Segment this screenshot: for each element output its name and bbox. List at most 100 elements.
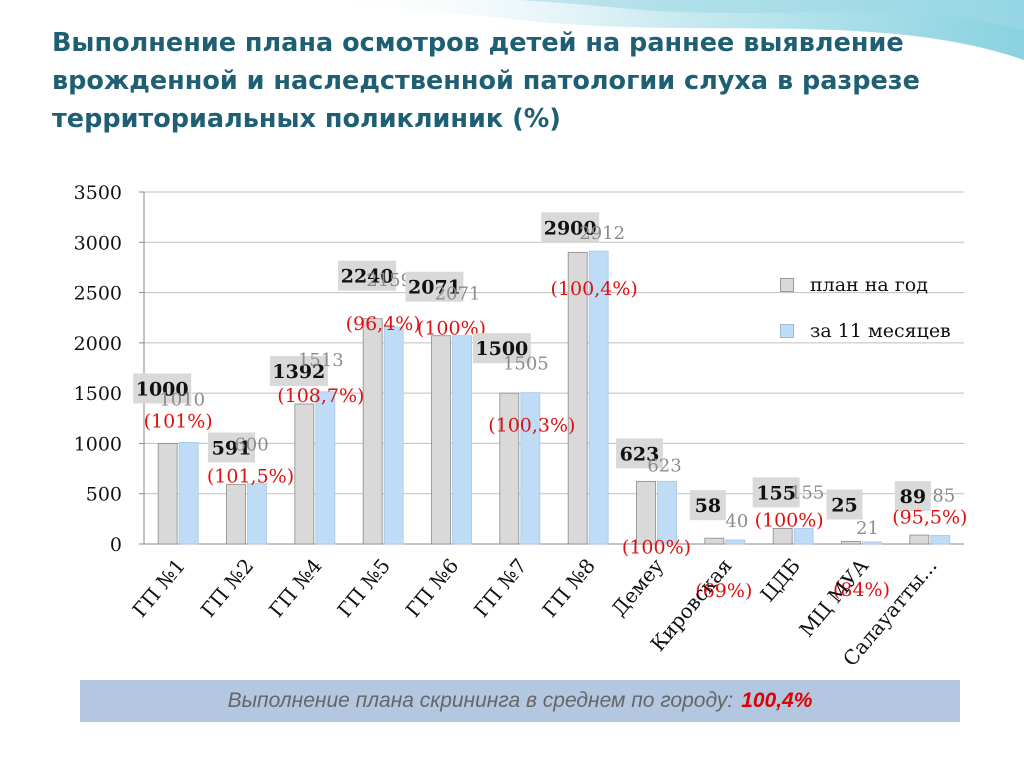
x-tick-label: Демеу — [607, 554, 669, 621]
bar-plan — [362, 318, 383, 545]
legend-label-fact: за 11 месяцев — [810, 320, 951, 342]
fact-value-label: 623 — [647, 455, 681, 476]
percent-label: (95,5%) — [892, 506, 967, 528]
bar-plan — [294, 403, 315, 545]
bar-plan — [772, 528, 793, 545]
fact-value-label: 1513 — [298, 350, 344, 371]
legend-label-plan: план на год — [810, 274, 928, 296]
bar-plan — [499, 392, 520, 545]
bar-fact — [725, 539, 746, 545]
plan-value-label-bg — [616, 438, 663, 469]
plan-value-label-bg — [689, 490, 726, 521]
percent-label: (84%) — [833, 579, 890, 601]
plan-value-label: 1500 — [475, 338, 528, 360]
fact-value-label: 21 — [856, 518, 879, 539]
y-tick-label: 1500 — [74, 383, 122, 405]
percent-label: (69%) — [695, 580, 752, 602]
plan-value-label: 1000 — [136, 378, 189, 400]
bar-fact — [930, 535, 951, 545]
plan-value-label: 623 — [620, 443, 660, 465]
y-tick-label: 0 — [110, 534, 122, 556]
bar-fact — [383, 326, 404, 545]
bar-plan — [636, 480, 656, 545]
bar-plan — [567, 251, 588, 545]
plan-value-label-bg — [472, 333, 531, 364]
plan-value-label: 2071 — [408, 277, 461, 299]
bar-fact — [657, 480, 677, 545]
fact-value-label: 40 — [725, 511, 748, 532]
bars — [157, 250, 951, 545]
plan-value-label: 591 — [212, 438, 252, 460]
fact-value-label: 2071 — [435, 284, 481, 305]
percent-label: (96,4%) — [346, 313, 421, 335]
x-tick-label: ГП №5 — [332, 554, 395, 622]
plan-value-label: 1392 — [272, 361, 325, 383]
x-tick-label: ГП №2 — [196, 554, 259, 622]
percent-label: (108,7%) — [277, 385, 364, 407]
plan-value-label: 89 — [900, 486, 926, 508]
x-tick-label: ГП №8 — [537, 554, 600, 622]
y-tick-label: 1000 — [74, 433, 122, 455]
percent-label: (100,3%) — [488, 415, 575, 437]
bar-plan — [909, 534, 930, 545]
x-tick-label: ГП №1 — [127, 554, 190, 622]
plan-value-label: 2240 — [341, 266, 394, 288]
percent-label: (101,5%) — [207, 466, 294, 488]
bar-fact — [178, 442, 199, 545]
plan-value-label-bg — [208, 432, 255, 463]
summary-banner: Выполнение плана скрининга в среднем по … — [80, 680, 960, 722]
bar-chart: 10001010(101%)591600(101,5%)13921513(108… — [74, 182, 968, 671]
fact-value-label: 2159 — [366, 270, 412, 291]
background-wave — [300, 0, 1024, 60]
fact-value-label: 2912 — [579, 223, 625, 244]
x-tick-label: ГП №4 — [264, 554, 327, 622]
plan-value-label-bg — [826, 489, 863, 520]
bar-fact — [452, 335, 472, 545]
x-tick-label: ГП №7 — [469, 554, 532, 622]
y-tick-label: 3000 — [74, 232, 122, 254]
plan-value-label: 2900 — [544, 217, 597, 239]
plan-value-label: 58 — [695, 495, 721, 517]
legend: план на год за 11 месяцев — [780, 262, 951, 354]
axes — [139, 191, 964, 545]
x-tick-label: ЦДБ — [755, 554, 805, 607]
fact-value-label: 1010 — [159, 389, 205, 410]
y-tick-label: 2000 — [74, 333, 122, 355]
bar-plan — [841, 541, 861, 545]
bar-plan — [226, 484, 246, 545]
plan-value-label-bg — [338, 260, 397, 291]
y-tick-label: 500 — [86, 484, 122, 506]
bar-fact — [793, 528, 814, 545]
fact-value-label: 85 — [932, 485, 955, 506]
bar-plan — [157, 443, 178, 545]
bar-fact — [315, 391, 336, 545]
bar-plan — [431, 335, 451, 545]
summary-text: Выполнение плана скрининга в среднем по … — [227, 689, 734, 712]
x-tick-label: ГП №6 — [401, 554, 464, 622]
plan-value-label-bg — [133, 373, 192, 404]
plan-value-label-bg — [752, 477, 800, 508]
bar-fact — [520, 392, 541, 545]
plan-value-label: 155 — [756, 482, 796, 504]
fact-value-label: 1505 — [503, 354, 549, 375]
legend-swatch-fact — [780, 324, 794, 338]
plan-value-label-bg — [269, 356, 328, 387]
percent-label: (100%) — [622, 536, 691, 558]
fact-value-label: 600 — [234, 435, 268, 456]
summary-value: 100,4% — [741, 689, 813, 712]
fact-value-label: 155 — [790, 482, 824, 503]
plan-value-label-bg — [405, 271, 464, 302]
percent-label: (100%) — [755, 509, 824, 531]
y-tick-label: 3500 — [74, 182, 122, 204]
page-title: Выполнение плана осмотров детей на ранне… — [52, 28, 920, 134]
legend-item-plan: план на год — [780, 262, 951, 308]
plan-value-label: 25 — [831, 494, 857, 516]
bar-plan — [704, 537, 725, 545]
bar-fact — [588, 250, 609, 545]
percent-label: (101%) — [144, 410, 213, 432]
legend-item-fact: за 11 месяцев — [780, 308, 951, 354]
percent-label: (100,4%) — [551, 278, 638, 300]
bar-fact — [247, 483, 267, 545]
plan-value-label-bg — [541, 212, 600, 243]
